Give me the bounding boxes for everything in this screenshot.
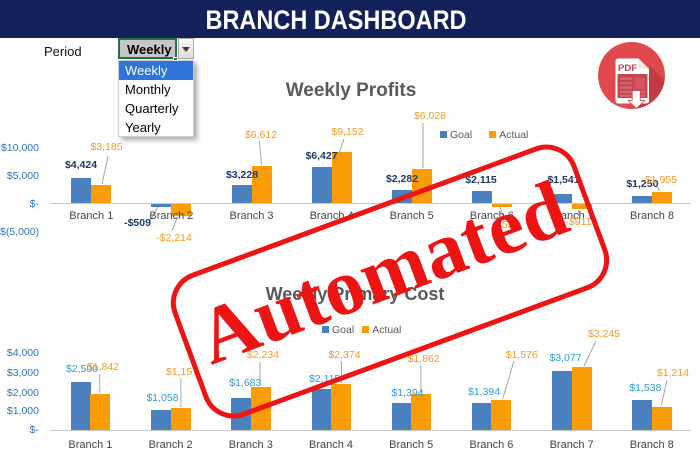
svg-text:PDF: PDF [618,63,637,74]
